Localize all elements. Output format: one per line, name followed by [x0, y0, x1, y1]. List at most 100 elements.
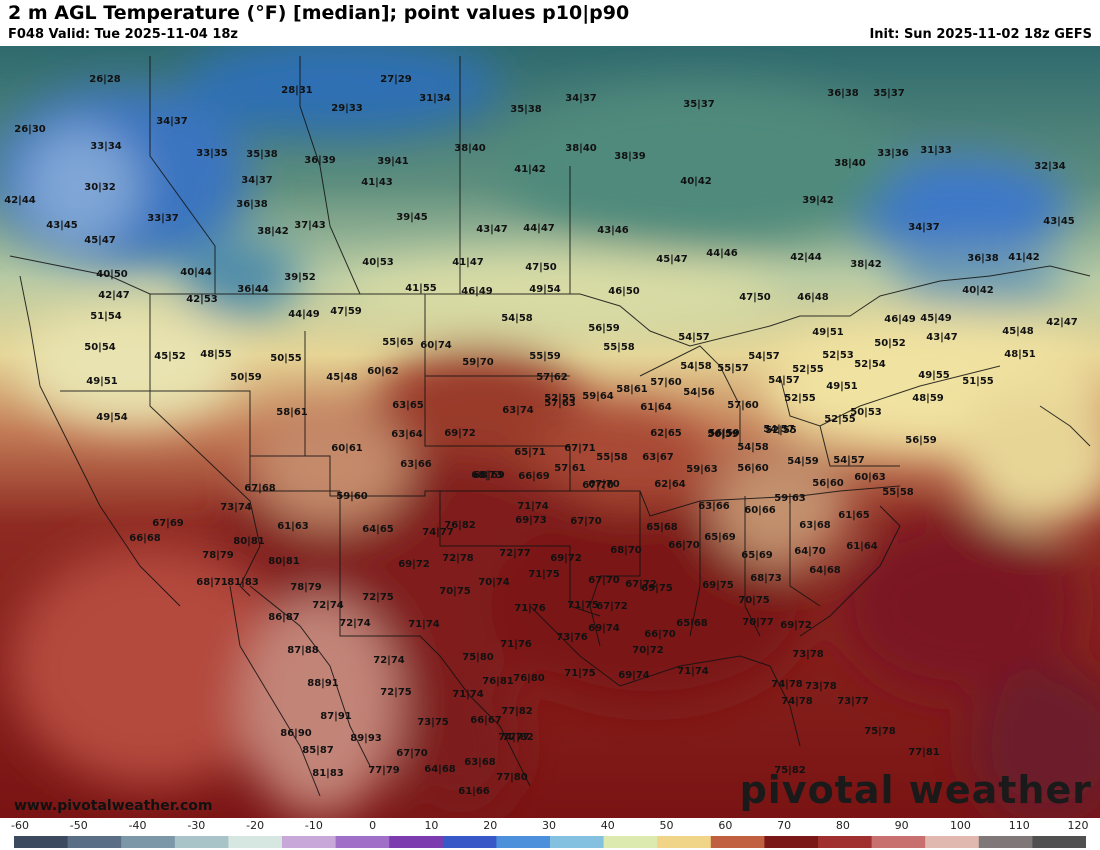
point-value: 41|55 — [405, 283, 437, 294]
point-value: 31|34 — [419, 93, 451, 104]
point-value: 58|61 — [276, 407, 308, 418]
point-value: 49|51 — [826, 381, 858, 392]
point-value: 44|49 — [288, 309, 320, 320]
point-value: 42|44 — [790, 252, 822, 263]
point-value: 54|56 — [683, 387, 715, 398]
point-value: 63|68 — [464, 757, 496, 768]
point-value: 60|63 — [854, 472, 886, 483]
point-value: 54|57 — [763, 424, 795, 435]
point-value: 41|47 — [452, 257, 484, 268]
point-value: 71|75 — [567, 600, 599, 611]
point-value: 37|43 — [294, 220, 326, 231]
point-value: 89|93 — [350, 733, 382, 744]
point-value: 55|58 — [603, 342, 635, 353]
point-value: 55|58 — [882, 487, 914, 498]
colorbar-tick-label: 0 — [369, 819, 377, 832]
colorbar-tick-label: 30 — [542, 819, 556, 832]
point-value: 73|78 — [805, 681, 837, 692]
point-value: 61|65 — [838, 510, 870, 521]
point-value: 41|42 — [1008, 252, 1040, 263]
point-value: 49|54 — [529, 284, 561, 295]
point-value: 45|52 — [154, 351, 186, 362]
point-value: 32|34 — [1034, 161, 1066, 172]
point-value: 50|54 — [84, 342, 116, 353]
point-value: 75|80 — [462, 652, 494, 663]
point-value: 49|54 — [96, 412, 128, 423]
point-value: 52|55 — [784, 393, 816, 404]
point-value: 57|60 — [650, 377, 682, 388]
boundary-lines — [9, 56, 1091, 797]
point-value: 59|60 — [336, 491, 368, 502]
point-value: 51|54 — [90, 311, 122, 322]
point-value: 59|70 — [462, 357, 494, 368]
point-value: 63|74 — [502, 405, 534, 416]
point-value: 38|40 — [834, 158, 866, 169]
point-value: 42|53 — [186, 294, 218, 305]
point-value: 52|54 — [854, 359, 886, 370]
point-value: 48|51 — [1004, 349, 1036, 360]
colorbar-segment — [710, 836, 765, 848]
colorbar-segment — [657, 836, 712, 848]
point-value: 38|39 — [614, 151, 646, 162]
colorbar-tick-label: -60 — [11, 819, 29, 832]
point-value: 62|65 — [650, 428, 682, 439]
point-value: 55|57 — [717, 363, 749, 374]
point-value: 63|66 — [400, 459, 432, 470]
point-value: 66|69 — [518, 471, 550, 482]
point-value: 67|70 — [570, 516, 602, 527]
point-values-layer: 26|28 27|29 28|31 29|33 31|34 35|38 34|37 35|37… — [4, 74, 1078, 797]
point-value: 71|76 — [500, 639, 532, 650]
point-value: 35|38 — [246, 149, 278, 160]
point-value: 64|68 — [809, 565, 841, 576]
point-value: 26|30 — [14, 124, 46, 135]
point-value: 54|58 — [737, 442, 769, 453]
temperature-map[interactable]: 26|28 27|29 28|31 29|33 31|34 35|38 34|37 35|37… — [0, 46, 1100, 818]
point-value: 70|75 — [439, 586, 471, 597]
colorbar-tick-label: 40 — [600, 819, 615, 832]
point-value: 69|74 — [588, 623, 620, 634]
point-value: 56|59 — [708, 428, 740, 439]
point-value: 73|74 — [220, 502, 252, 513]
point-value: 71|75 — [564, 668, 596, 679]
point-value: 70|72 — [632, 645, 664, 656]
point-value: 57|62 — [536, 372, 568, 383]
point-value: 40|53 — [362, 257, 394, 268]
point-value: 76|81 — [482, 676, 514, 687]
point-value: 88|91 — [307, 678, 339, 689]
temperature-field — [0, 46, 1100, 818]
colorbar-tick-label: -50 — [69, 819, 88, 832]
point-value: 40|44 — [180, 267, 212, 278]
point-value: 45|49 — [920, 313, 952, 324]
point-value: 67|69 — [152, 518, 184, 529]
point-value: 55|65 — [382, 337, 414, 348]
map-title: 2 m AGL Temperature (°F) [median]; point… — [8, 2, 630, 24]
point-value: 66|70 — [644, 629, 676, 640]
point-value: 64|65 — [362, 524, 394, 535]
colorbar-tick-label: 10 — [424, 819, 439, 832]
point-value: 67|71 — [564, 443, 596, 454]
colorbar-segment — [389, 836, 444, 848]
point-value: 69|72 — [550, 553, 582, 564]
colorbar-segment — [335, 836, 390, 848]
point-value: 49|51 — [86, 376, 118, 387]
point-value: 69|75 — [641, 583, 673, 594]
point-value: 40|42 — [680, 176, 712, 187]
point-value: 68|69 — [473, 470, 505, 481]
colorbar-segment — [871, 836, 926, 848]
point-value: 46|49 — [884, 314, 916, 325]
point-value: 52|55 — [765, 425, 797, 436]
point-value: 69|75 — [702, 580, 734, 591]
point-value: 52|55 — [792, 364, 824, 375]
point-value: 33|35 — [196, 148, 228, 159]
colorbar-segment — [764, 836, 819, 848]
point-value: 56|60 — [737, 463, 769, 474]
point-value: 68|73 — [471, 470, 503, 481]
point-value: 34|37 — [241, 175, 273, 186]
init-time: Init: Sun 2025-11-02 18z GEFS — [869, 27, 1092, 42]
point-value: 76|82 — [444, 520, 476, 531]
point-value: 86|87 — [268, 612, 300, 623]
point-value: 71|75 — [528, 569, 560, 580]
point-value: 76|80 — [513, 673, 545, 684]
point-value: 26|28 — [89, 74, 121, 85]
point-value: 65|69 — [704, 532, 736, 543]
